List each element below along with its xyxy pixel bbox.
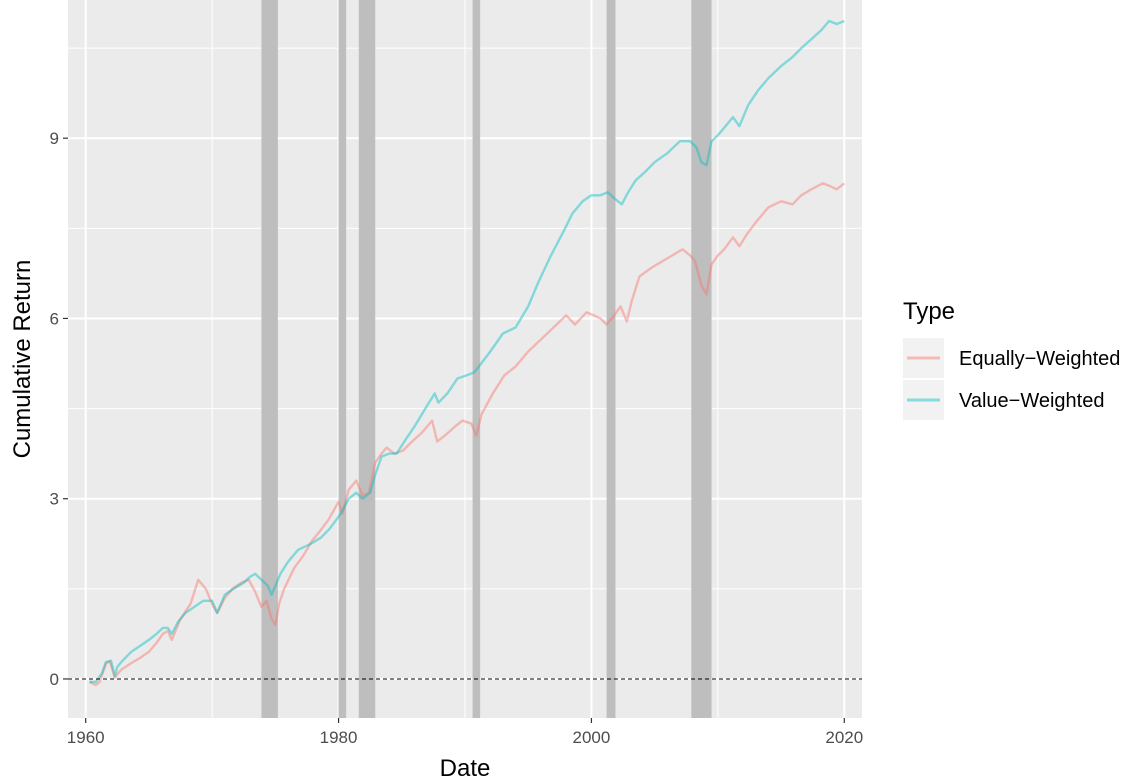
- recession-band: [358, 0, 376, 718]
- minor-gridlines: [68, 0, 862, 718]
- legend-label-value-weighted: Value−Weighted: [959, 390, 1104, 412]
- series-line-value-weighted: [89, 19, 845, 684]
- series-lines: [88, 19, 846, 687]
- x-tick-label: 2000: [573, 728, 611, 747]
- x-axis-title: Date: [440, 755, 491, 780]
- recession-band: [472, 0, 481, 718]
- recession-bands: [261, 0, 712, 718]
- recession-band: [261, 0, 278, 718]
- x-tick-label: 2020: [825, 728, 863, 747]
- legend-title: Type: [903, 298, 955, 325]
- y-axis-ticks: 0 3 6 9: [50, 129, 68, 689]
- recession-band: [691, 0, 712, 718]
- y-tick-label: 3: [50, 490, 59, 509]
- series-line-equally-weighted: [88, 182, 846, 687]
- legend-label-equally-weighted: Equally−Weighted: [959, 348, 1120, 370]
- x-tick-label: 1960: [67, 728, 105, 747]
- x-axis-ticks: 1960 1980 2000 2020: [67, 718, 863, 747]
- y-tick-label: 9: [50, 129, 59, 148]
- y-tick-label: 6: [50, 309, 59, 328]
- legend-key-equally-weighted: [903, 338, 944, 378]
- recession-band: [338, 0, 347, 718]
- x-tick-label: 1980: [320, 728, 358, 747]
- y-tick-label: 0: [50, 670, 59, 689]
- legend: Type Equally−Weighted Value−Weighted: [903, 298, 1120, 420]
- legend-key-value-weighted: [903, 380, 944, 420]
- y-axis-title: Cumulative Return: [9, 260, 36, 459]
- recession-band: [606, 0, 616, 718]
